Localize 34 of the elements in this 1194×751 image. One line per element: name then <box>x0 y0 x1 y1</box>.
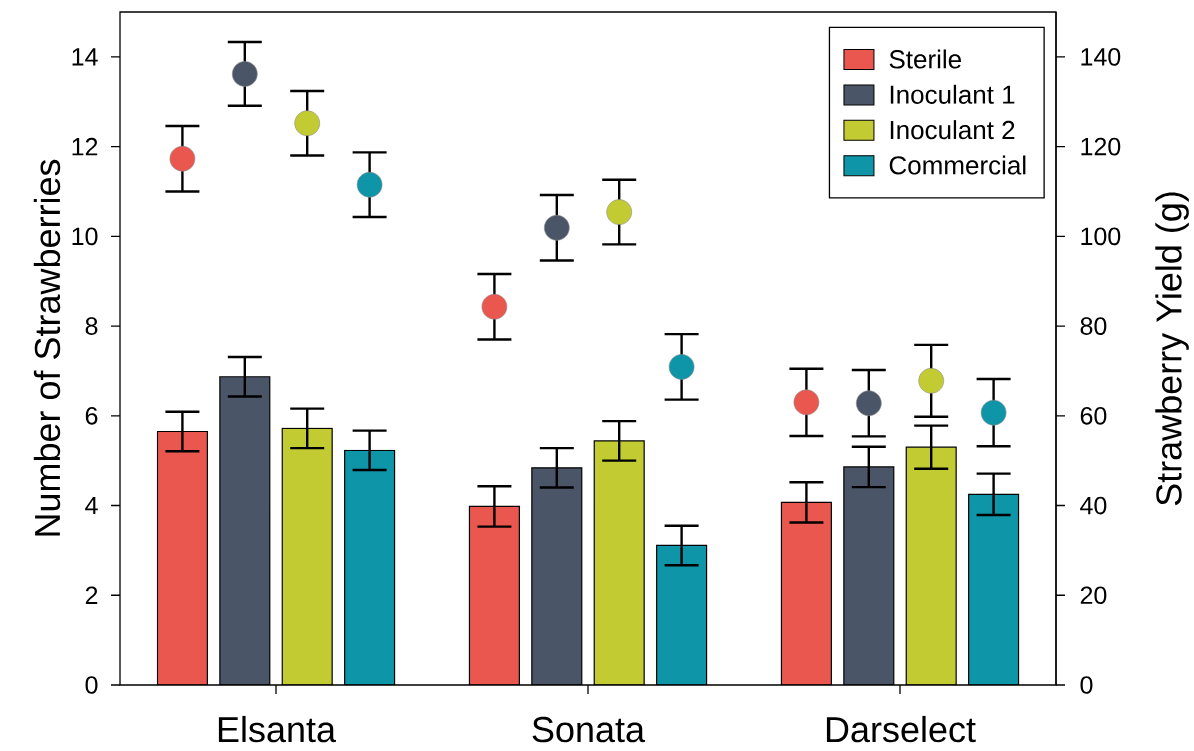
y2-tick-label: 20 <box>1080 586 1107 605</box>
x-tick-label: Elsanta <box>218 715 337 743</box>
y-tick-label: 14 <box>72 48 98 66</box>
bar <box>219 376 271 685</box>
x-tick-label: Darselect <box>826 715 976 743</box>
y2-tick-label: 60 <box>1080 406 1107 425</box>
legend-label: Sterile <box>889 49 961 69</box>
bar <box>656 544 708 685</box>
y2-tick-label: 0 <box>1080 676 1093 694</box>
y-tick-label: 2 <box>85 586 98 604</box>
bar <box>593 440 645 685</box>
x-tick-label: Sonata <box>532 716 646 743</box>
bar <box>968 493 1020 685</box>
bar <box>843 466 895 685</box>
y-tick-label: 4 <box>85 496 98 515</box>
bar <box>281 427 333 685</box>
y-tick-label: 10 <box>72 227 98 246</box>
y-axis-title: Number of Strawberries <box>33 159 61 536</box>
y-tick-label: 8 <box>85 317 98 335</box>
bar <box>531 467 583 685</box>
y2-tick-label: 100 <box>1081 227 1121 246</box>
y-tick-label: 12 <box>72 137 98 156</box>
legend-label: Inoculant 2 <box>890 120 1015 140</box>
bar <box>905 446 957 685</box>
y2-axis-title: Strawberry Yield (g) <box>1155 192 1189 506</box>
y2-tick-label: 40 <box>1080 496 1107 515</box>
y2-tick-label: 80 <box>1080 317 1107 335</box>
y2-tick-label: 120 <box>1081 137 1121 156</box>
legend-label: Inoculant 1 <box>890 84 1015 104</box>
bar <box>344 449 396 685</box>
legend-label: Commercial <box>889 155 1026 175</box>
y-tick-label: 6 <box>85 406 98 425</box>
y2-tick-label: 140 <box>1081 48 1121 66</box>
y-tick-label: 0 <box>85 676 98 694</box>
